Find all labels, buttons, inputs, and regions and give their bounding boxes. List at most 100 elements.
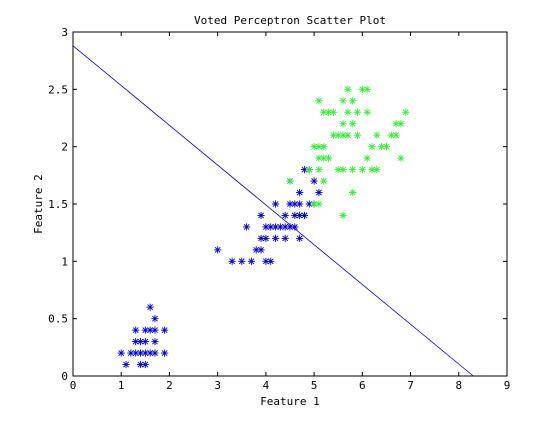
y-tick-label: 3	[61, 26, 68, 39]
data-point-series-2	[305, 166, 313, 174]
x-tick-label: 9	[504, 379, 511, 392]
y-tick-label: 2.5	[48, 83, 68, 96]
data-point-series-1	[257, 246, 265, 254]
data-point-series-1	[300, 211, 309, 220]
data-point-series-1	[291, 211, 299, 220]
data-point-series-2	[315, 154, 323, 162]
x-tick-label: 6	[359, 379, 366, 392]
data-point-series-2	[320, 108, 328, 116]
data-point-series-2	[392, 120, 400, 128]
data-point-series-1	[310, 177, 318, 185]
data-point-series-1	[247, 257, 256, 265]
data-point-series-1	[267, 257, 275, 265]
data-point-series-2	[373, 166, 381, 174]
data-point-series-1	[151, 315, 159, 323]
data-point-series-2	[363, 85, 371, 93]
data-point-series-2	[382, 143, 391, 151]
data-point-series-1	[296, 200, 304, 208]
decision-boundary-line	[72, 45, 474, 377]
data-point-series-1	[151, 349, 159, 357]
x-tick-label: 4	[263, 379, 270, 392]
data-point-series-2	[363, 108, 371, 116]
data-point-series-2	[353, 131, 362, 139]
data-point-series-1	[151, 326, 159, 334]
chart-title: Voted Perceptron Scatter Plot	[194, 14, 386, 27]
data-point-series-1	[262, 257, 270, 265]
data-point-series-2	[363, 154, 371, 162]
data-point-series-2	[373, 131, 381, 139]
data-point-series-2	[349, 97, 357, 105]
x-tick-label: 5	[311, 379, 318, 392]
data-point-series-2	[315, 166, 323, 174]
data-point-series-1	[161, 349, 169, 357]
data-point-series-1	[214, 246, 222, 254]
data-point-series-2	[358, 166, 366, 174]
data-point-series-1	[281, 234, 289, 242]
data-point-series-1	[291, 223, 299, 231]
data-point-series-1	[271, 234, 280, 242]
axis-ticks: 0 1 2 3 4 5 6 7 8 9 0 0.5 1 1.5 2 2.5 3	[48, 26, 510, 392]
x-tick-label: 0	[70, 379, 77, 392]
data-point-series-2	[344, 131, 352, 139]
x-tick-label: 7	[407, 379, 414, 392]
data-point-series-2	[320, 154, 328, 162]
data-point-series-2	[392, 131, 400, 139]
data-point-series-2	[344, 108, 352, 116]
data-point-series-1	[161, 326, 169, 334]
data-point-series-2	[344, 85, 352, 93]
data-point-series-1	[151, 338, 159, 346]
data-point-series-2	[397, 120, 405, 128]
data-point-series-1	[296, 188, 304, 197]
y-tick-label: 1.5	[48, 198, 68, 211]
data-point-series-2	[324, 154, 333, 162]
y-tick-label: 0.5	[48, 313, 68, 326]
data-point-series-1	[296, 234, 304, 242]
data-point-series-2	[349, 188, 357, 197]
data-point-series-2	[353, 108, 362, 116]
data-point-series-1	[132, 326, 140, 334]
data-point-series-1	[117, 349, 125, 357]
data-point-series-1	[262, 234, 270, 242]
data-point-series-2	[378, 143, 386, 151]
data-point-series-2	[402, 108, 410, 116]
data-point-series-2	[368, 166, 376, 174]
data-point-series-1	[267, 223, 275, 231]
data-point-series-1	[271, 200, 280, 208]
y-tick-label: 1	[61, 255, 68, 268]
data-point-series-1	[315, 188, 323, 197]
data-point-series-1	[238, 257, 246, 265]
data-point-series-2	[315, 97, 323, 105]
data-point-series-1	[228, 257, 236, 265]
data-point-series-1	[141, 338, 149, 346]
x-tick-label: 1	[118, 379, 125, 392]
data-point-series-1	[305, 200, 313, 208]
data-point-series-1	[281, 211, 289, 220]
data-point-series-2	[397, 154, 405, 162]
x-tick-label: 3	[214, 379, 221, 392]
data-point-series-1	[262, 223, 270, 231]
x-axis-label: Feature 1	[260, 395, 320, 408]
data-point-series-1	[146, 303, 154, 311]
y-tick-label: 0	[61, 370, 68, 383]
data-point-series-2	[320, 177, 328, 185]
data-point-series-2	[339, 131, 347, 139]
data-point-series-2	[315, 200, 323, 208]
data-point-series-1	[243, 223, 251, 231]
y-tick-label: 2	[61, 141, 68, 154]
data-point-series-1	[141, 360, 149, 369]
data-point-series-2	[339, 120, 347, 128]
y-axis-label: Feature 2	[32, 174, 45, 234]
data-point-series-2	[339, 211, 347, 220]
data-point-series-2	[349, 120, 357, 128]
data-layer	[72, 45, 474, 377]
data-point-series-1	[141, 326, 149, 334]
data-point-series-2	[286, 177, 294, 185]
data-point-series-2	[339, 166, 347, 174]
data-point-series-2	[368, 143, 376, 151]
x-tick-label: 2	[166, 379, 173, 392]
data-point-series-2	[320, 143, 328, 151]
data-point-series-2	[329, 108, 337, 116]
data-point-series-2	[339, 97, 347, 105]
